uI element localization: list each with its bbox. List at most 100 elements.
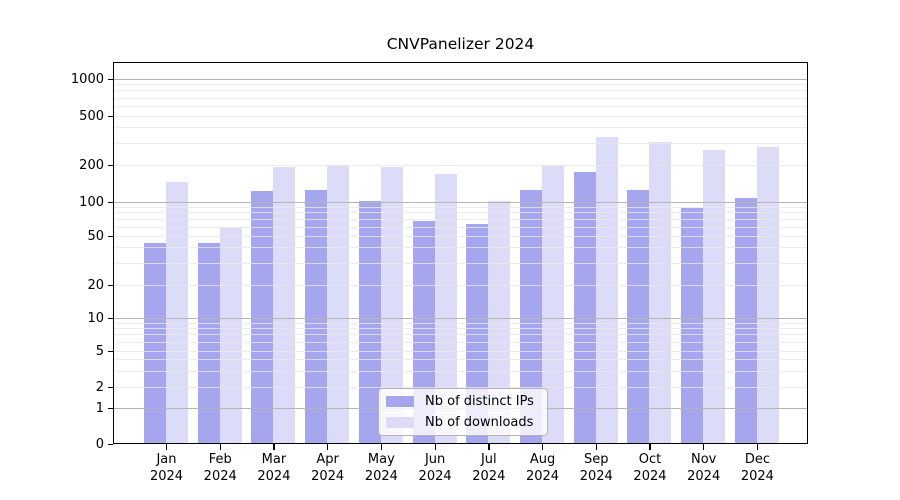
bar-distinct-ips-oct [627,189,650,443]
x-axis-tick-mark [595,444,597,450]
y-axis-tick-mark [107,350,113,352]
x-axis-label: Feb 2024 [203,452,237,484]
bar-distinct-ips-apr [305,190,328,443]
x-axis-tick-mark [649,444,651,450]
x-axis-tick-mark [327,444,329,450]
gridline-major [114,79,807,80]
y-axis-tick-label: 0 [95,436,104,452]
y-axis-tick-label: 1000 [70,71,104,87]
x-axis-label: May 2024 [364,452,398,484]
gridline-minor [114,207,807,208]
bar-distinct-ips-mar [251,191,274,443]
gridline-minor [114,359,807,360]
y-axis-tick-label: 5 [95,343,104,359]
x-axis-tick-mark [541,444,544,450]
bar-downloads-jul [488,201,511,443]
gridline-minor [114,84,807,85]
gridline-minor [114,143,807,144]
bar-distinct-ips-jan [144,243,166,443]
bar-downloads-mar [273,167,296,443]
gridline-minor [114,351,807,352]
bar-distinct-ips-sep [573,172,596,443]
y-axis-tick-mark [107,115,113,117]
gridline-major [114,318,807,319]
y-axis-tick-mark [107,284,113,286]
bar-distinct-ips-may [358,201,381,443]
legend-swatch-downloads [386,417,414,428]
legend-swatch-distinct-ips [386,396,414,407]
y-axis-tick-label: 200 [79,157,104,173]
bar-distinct-ips-feb [197,243,220,443]
x-axis-label: Aug 2024 [525,452,560,484]
plot-area [113,62,808,444]
x-axis-label: Apr 2024 [311,452,345,484]
gridline-minor [114,263,807,264]
x-axis-tick-mark [165,444,168,450]
gridline-minor [114,323,807,324]
gridline-minor [114,98,807,99]
gridline-minor [114,342,807,343]
y-axis-tick-label: 50 [87,228,104,244]
y-axis-tick-label: 1 [95,400,104,416]
legend: Nb of distinct IPs Nb of downloads [378,388,548,436]
x-axis-label: Jul 2024 [472,452,506,484]
x-axis-label: Oct 2024 [633,452,667,484]
x-axis-tick-mark [703,444,705,450]
bar-downloads-sep [595,137,618,443]
gridline-minor [114,106,807,107]
y-axis-tick-mark [107,386,113,388]
gridline-minor [114,371,807,372]
bar-downloads-feb [219,227,242,443]
x-axis-label: Jun 2024 [418,452,452,484]
gridline-minor [114,219,807,220]
gridline-minor [114,387,807,388]
bar-downloads-apr [327,164,350,443]
y-axis-tick-mark [107,164,113,166]
x-axis-tick-mark [434,444,436,450]
chart-title: CNVPanelizer 2024 [386,35,535,53]
x-axis-tick-mark [273,444,275,450]
gridline-minor [114,165,807,166]
legend-label-distinct-ips: Nb of distinct IPs [425,394,534,409]
y-axis-tick-label: 2 [95,379,104,395]
bar-downloads-oct [649,142,672,443]
gridline-minor [114,227,807,228]
legend-label-downloads: Nb of downloads [425,415,534,430]
y-axis-tick-label: 500 [79,108,104,124]
y-axis-tick-label: 20 [87,277,104,293]
gridline-major [114,202,807,203]
bar-distinct-ips-dec [734,197,757,443]
gridline-minor [114,127,807,128]
legend-item-downloads: Nb of downloads [386,413,547,433]
bar-distinct-ips-nov [681,208,704,443]
y-axis-tick-mark [107,317,113,319]
x-axis-tick-mark [219,444,221,450]
y-axis-tick-label: 100 [79,194,104,210]
x-axis-label: Mar 2024 [257,452,291,484]
y-axis-tick-mark [107,443,113,445]
gridline-minor [114,328,807,329]
y-axis-tick-mark [107,235,113,237]
y-axis-tick-label: 10 [87,310,104,326]
bar-downloads-nov [703,149,726,443]
y-axis-tick-mark [107,201,113,203]
bar-downloads-jan [166,181,188,443]
gridline-minor [114,236,807,237]
y-axis-tick-mark [107,407,113,409]
gridline-minor [114,212,807,213]
x-axis-tick-mark [488,444,490,450]
bar-downloads-dec [756,146,779,443]
gridline-minor [114,334,807,335]
y-axis-tick-mark [107,78,113,80]
gridline-minor [114,90,807,91]
x-axis-label: Sep 2024 [579,452,613,484]
gridline-minor [114,116,807,117]
x-axis-tick-mark [756,444,759,450]
x-axis-tick-mark [380,444,383,450]
x-axis-label: Nov 2024 [687,452,721,484]
bar-downloads-aug [542,165,565,443]
gridline-minor [114,247,807,248]
legend-item-distinct-ips: Nb of distinct IPs [386,392,547,412]
bar-distinct-ips-aug [520,190,543,443]
